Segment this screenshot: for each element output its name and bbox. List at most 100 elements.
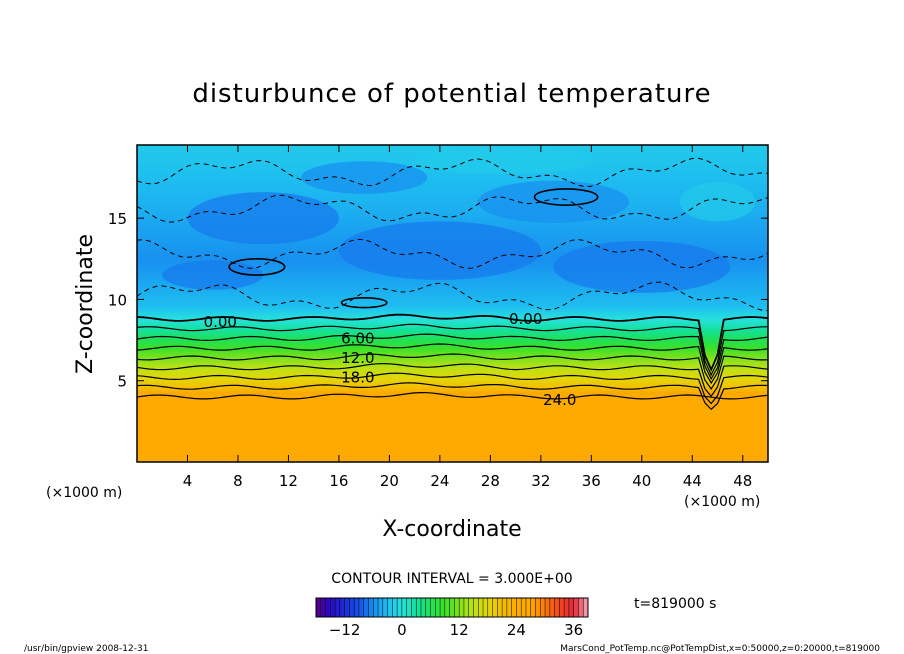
x-tick-label: 12 (279, 472, 298, 490)
colorbar-cell (530, 598, 536, 617)
field-band (137, 340, 768, 344)
colorbar-cell (344, 598, 350, 617)
contour-line (137, 323, 768, 377)
x-tick-label: 24 (430, 472, 449, 490)
contour-line (137, 372, 768, 405)
contour-label: 24.0 (543, 391, 576, 409)
field-band (137, 366, 768, 371)
colorbar-cell (516, 598, 522, 617)
field-band (137, 348, 768, 352)
x-unit-left: (×1000 m) (46, 485, 122, 501)
contour-line (137, 362, 768, 398)
colorbar-cell (392, 598, 398, 617)
field-band (137, 300, 768, 305)
contour-label: 0.00 (509, 310, 542, 328)
colorbar-cell (506, 598, 513, 617)
colorbar-cell (358, 598, 365, 617)
field-band (137, 319, 768, 323)
field-blob (187, 192, 339, 245)
colorbar-cell (425, 598, 431, 617)
colorbar-cell (468, 598, 474, 617)
field-band (137, 459, 768, 462)
contour-line-dashed (137, 281, 768, 312)
field-band (137, 409, 768, 413)
field-band (137, 377, 768, 381)
field-band (137, 295, 768, 299)
colorbar-cell (349, 598, 355, 617)
field-band (137, 200, 768, 204)
field-band (137, 303, 768, 307)
colorbar-cell (454, 598, 460, 617)
x-unit-right: (×1000 m) (684, 494, 760, 510)
x-tick-label: 4 (183, 472, 193, 490)
field-band (137, 321, 768, 326)
field-band (137, 411, 768, 416)
x-tick-label: 20 (380, 472, 399, 490)
field-band (137, 448, 768, 453)
field-band (137, 308, 768, 313)
field-band (137, 187, 768, 191)
colorbar-cell (387, 598, 393, 617)
field-band (137, 440, 768, 445)
field-band (137, 282, 768, 286)
field-band (137, 203, 768, 207)
colorbar-cell (487, 598, 493, 617)
colorbar-cell (478, 598, 484, 617)
field-band (137, 174, 768, 178)
field-band (137, 417, 768, 421)
field-band (137, 406, 768, 410)
field-band (137, 179, 768, 183)
contour-line (137, 353, 768, 390)
field-band (137, 443, 768, 447)
colorbar-cell (511, 598, 517, 617)
contour-layer (137, 157, 768, 411)
chart-title: disturbunce of potential temperature (192, 79, 711, 109)
contour-label: 0.00 (204, 313, 237, 331)
footer-left: /usr/bin/gpview 2008-12-31 (24, 644, 148, 654)
field-band (137, 427, 768, 431)
colorbar-cell (525, 598, 532, 617)
colorbar-frame (315, 597, 589, 618)
colorbar-cell (502, 598, 508, 617)
field-band (137, 432, 768, 437)
field-blob (414, 148, 592, 175)
field-band (137, 298, 768, 302)
x-axis-title: X-coordinate (382, 517, 521, 542)
contour-line (137, 313, 768, 372)
field-band (137, 211, 768, 215)
contour-closed (228, 257, 286, 276)
footer-right: MarsCond_PotTemp.nc@PotTempDist,x=0:5000… (560, 644, 880, 654)
field-blob (679, 182, 756, 222)
field-band (137, 287, 768, 291)
field-band (137, 337, 768, 342)
colorbar-cell (492, 598, 498, 617)
field-band (137, 435, 768, 439)
colorbar-cell (444, 598, 451, 617)
colorbar-cell (406, 598, 412, 617)
field-band (137, 279, 768, 283)
field-band (137, 332, 768, 336)
colorbar-cell (363, 598, 369, 617)
colorbar-cell (401, 598, 408, 617)
colorbar-cell (382, 598, 388, 617)
field-band (137, 361, 768, 365)
field-blob (301, 161, 428, 194)
y-tick-label: 10 (108, 291, 127, 309)
colorbar-tick-label: −12 (329, 621, 361, 639)
field-blob (338, 221, 541, 280)
contour-interval-label: CONTOUR INTERVAL = 3.000E+00 (331, 571, 572, 587)
colorbar-cell (330, 598, 336, 617)
field-band (137, 403, 768, 408)
field-blob (477, 180, 630, 224)
colorbar-cell (354, 598, 360, 617)
x-tick-label: 8 (233, 472, 243, 490)
colorbar-cell (554, 598, 560, 617)
plot-frame (136, 144, 769, 463)
y-tick-label: 5 (117, 373, 127, 391)
field-band (137, 285, 768, 289)
y-axis-title: Z-coordinate (73, 234, 98, 374)
x-tick-label: 44 (683, 472, 702, 490)
contour-closed (340, 297, 388, 309)
x-tick-label: 36 (582, 472, 601, 490)
field-band (137, 329, 768, 334)
